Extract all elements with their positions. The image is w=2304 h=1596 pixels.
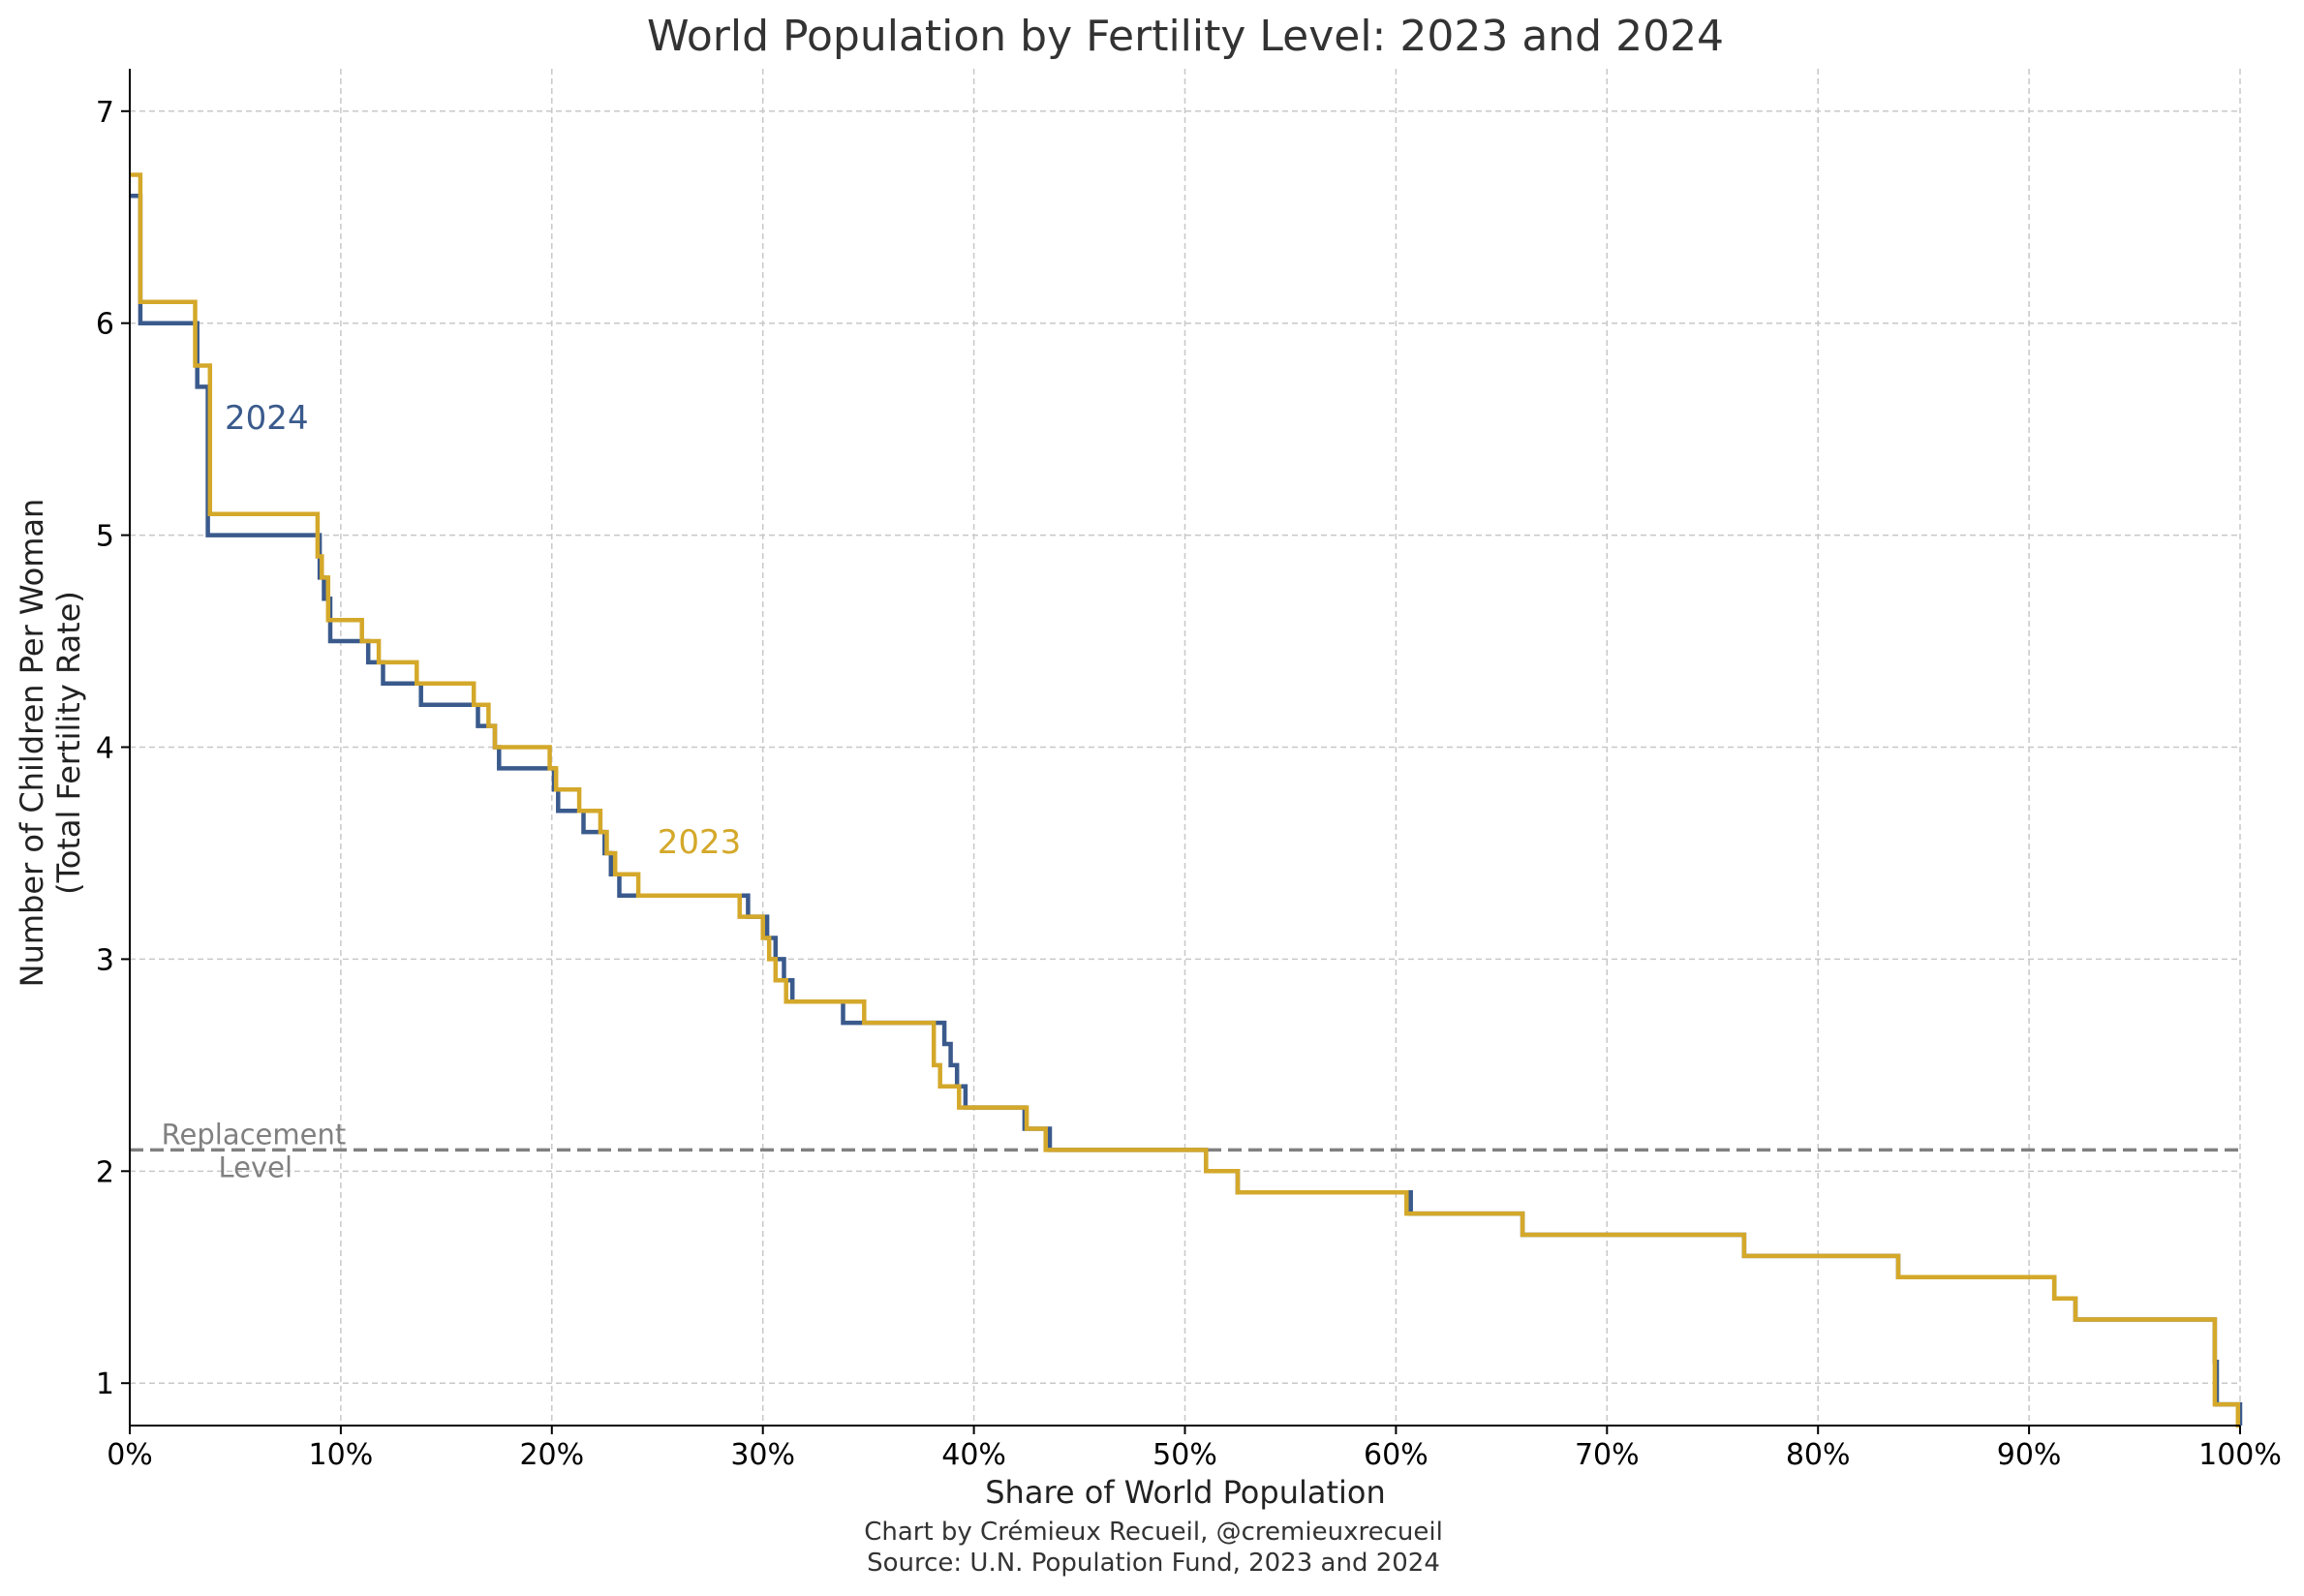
x-tick-label: 60%	[1364, 1438, 1428, 1472]
series-label-2023: 2023	[658, 823, 742, 862]
y-tick-label: 4	[96, 732, 114, 766]
x-tick-label: 40%	[941, 1438, 1006, 1472]
y-tick-label: 7	[96, 96, 114, 130]
replacement-level-label-line2: Level	[219, 1151, 293, 1183]
grid-layer	[129, 69, 2241, 1426]
chart-title: World Population by Fertility Level: 202…	[647, 12, 1724, 61]
credit-source: Source: U.N. Population Fund, 2023 and 2…	[867, 1549, 1440, 1578]
x-tick-label: 0%	[107, 1438, 153, 1472]
y-axis-label-line1: Number of Children Per Woman	[14, 499, 50, 988]
y-tick-label: 1	[96, 1367, 114, 1401]
x-tick-label: 50%	[1152, 1438, 1217, 1472]
x-tick-label: 70%	[1575, 1438, 1640, 1472]
series-line-2023	[130, 172, 2241, 1428]
y-tick-label: 3	[96, 943, 114, 977]
axis-layer: 0% 10% 20% 30% 40% 50% 60% 70% 80% 90% 100% 1 2 3 4 5 6 7	[96, 69, 2282, 1472]
replacement-level-label: Replacement	[162, 1118, 347, 1151]
x-tick-label: 10%	[309, 1438, 374, 1472]
x-tick-label: 20%	[519, 1438, 584, 1472]
credit-author: Chart by Crémieux Recueil, @cremieuxrecu…	[864, 1518, 1443, 1547]
series-layer	[130, 172, 2243, 1428]
y-tick-label: 5	[96, 520, 114, 554]
label-layer: 2024 2023	[225, 399, 741, 862]
x-tick-label: 30%	[730, 1438, 795, 1472]
y-tick-label: 2	[96, 1155, 114, 1189]
y-axis-label: Number of Children Per Woman (Total Fert…	[14, 499, 87, 988]
y-axis-label-line2: (Total Fertility Rate)	[50, 591, 87, 895]
x-tick-label: 80%	[1786, 1438, 1851, 1472]
x-tick-label: 90%	[1997, 1438, 2062, 1472]
x-tick-label: 100%	[2198, 1438, 2282, 1472]
y-tick-label: 6	[96, 308, 114, 342]
series-label-2024: 2024	[225, 399, 309, 438]
x-axis-label: Share of World Population	[985, 1474, 1386, 1511]
